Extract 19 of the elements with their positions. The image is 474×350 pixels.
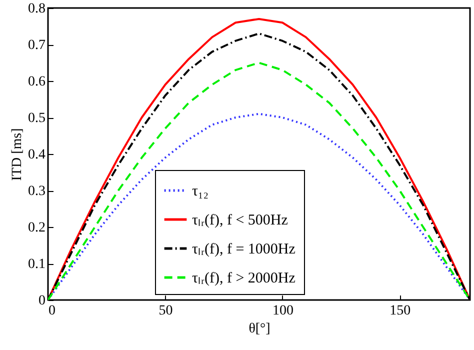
x-tick-label: 50: [158, 304, 173, 318]
y-tick-label: 0.4: [28, 148, 46, 162]
y-tick-label: 0.7: [28, 38, 46, 53]
legend-label: τₗᵣ(f), f = 1000Hz: [192, 242, 296, 258]
y-tick-label: 0.3: [28, 184, 46, 199]
legend-label: τₗᵣ(f), f < 500Hz: [192, 212, 288, 228]
y-tick-label: 0.1: [28, 257, 46, 272]
legend-label: τₗᵣ(f), f > 2000Hz: [192, 270, 296, 286]
y-axis-title: ITD [ms]: [10, 128, 25, 181]
x-axis-title: θ[°]: [248, 322, 270, 336]
x-tick-label: 0: [48, 304, 56, 318]
legend-label: τ₁₂: [192, 184, 208, 200]
x-tick-label: 150: [390, 304, 411, 318]
y-tick-label: 0.2: [28, 220, 46, 236]
y-tick-label: 0.5: [28, 111, 46, 126]
y-tick-label: 0.8: [28, 2, 46, 16]
y-tick-label: 0: [38, 294, 46, 308]
y-tick-label: 0.6: [28, 74, 46, 90]
x-tick-label: 100: [272, 304, 294, 318]
